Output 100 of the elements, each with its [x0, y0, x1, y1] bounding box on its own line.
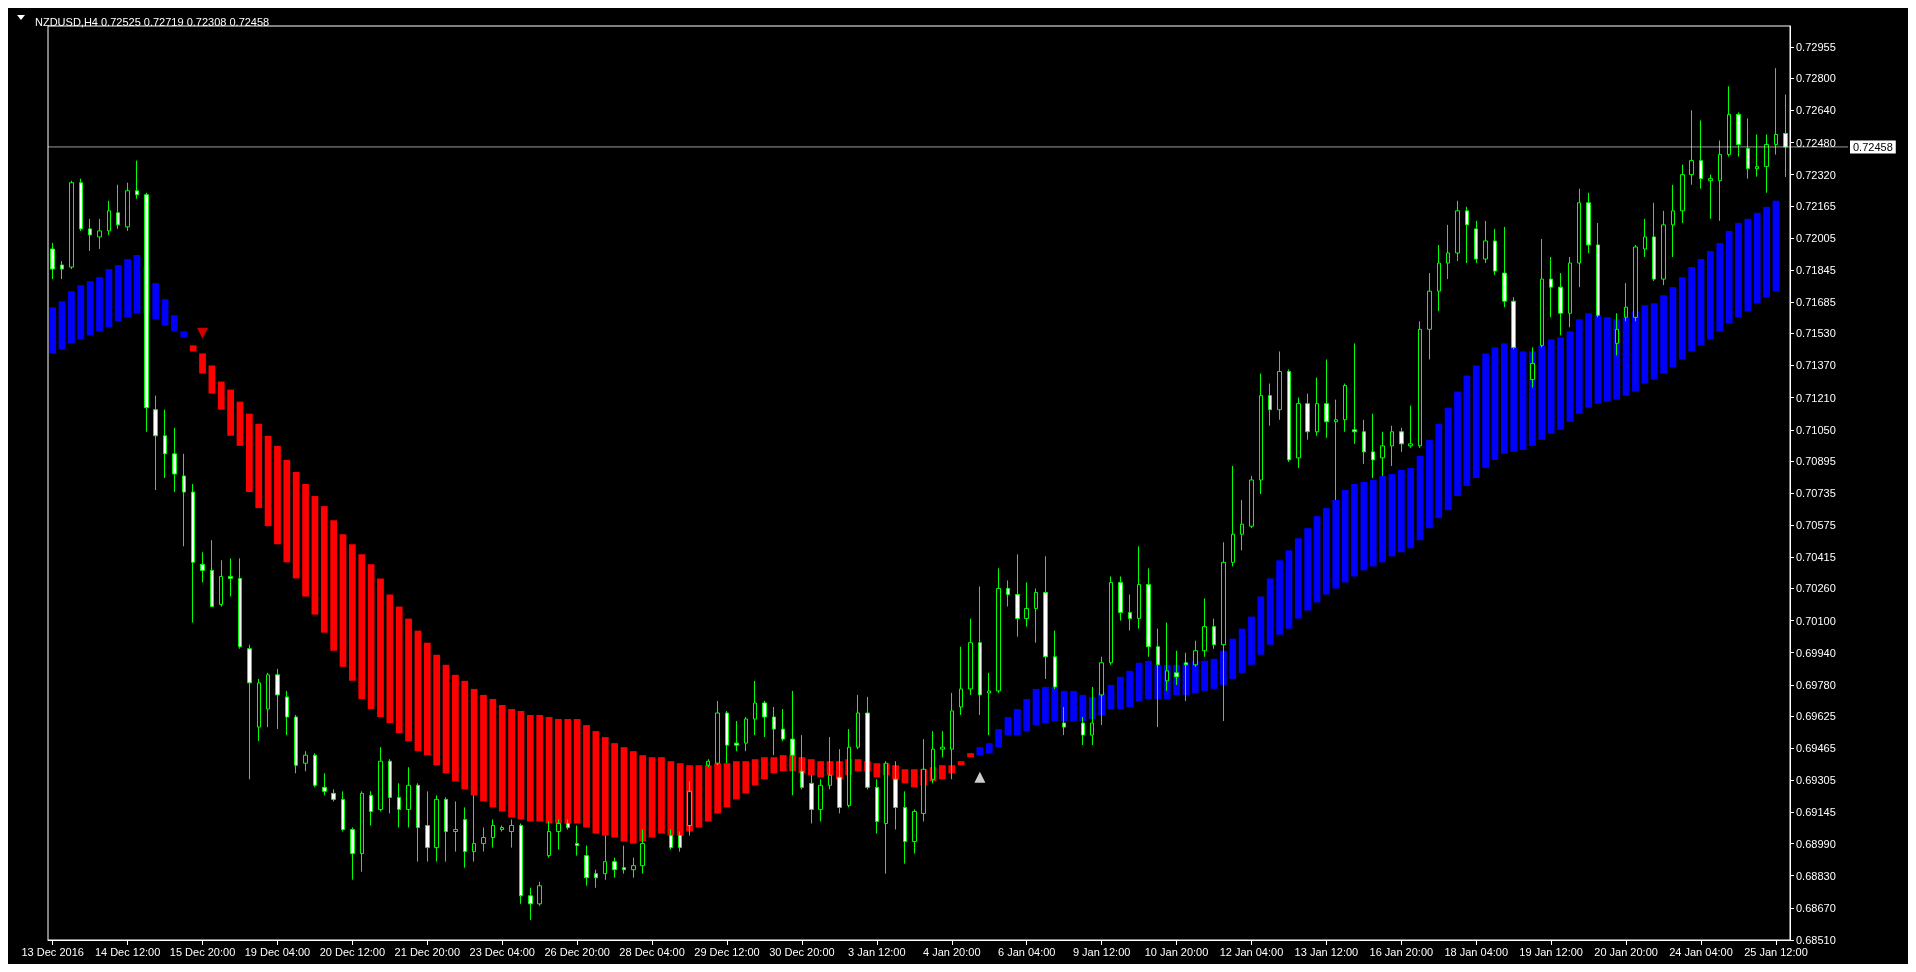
bar — [386, 594, 394, 724]
candlestick — [1746, 117, 1750, 180]
candlestick — [200, 551, 205, 583]
candlestick — [378, 746, 383, 812]
bar — [227, 389, 234, 436]
x-tick-label: 23 Dec 04:00 — [469, 945, 535, 958]
y-tick-label: 0.71845 — [1796, 264, 1836, 277]
x-tick-label: 25 Jan 12:00 — [1744, 945, 1808, 958]
bar — [1013, 708, 1021, 736]
candlestick — [1362, 419, 1366, 465]
bar — [1435, 423, 1443, 519]
bar — [957, 761, 965, 766]
candlestick — [1146, 567, 1151, 658]
bar — [995, 729, 1002, 748]
candlestick — [1006, 579, 1010, 608]
candlestick — [1427, 272, 1432, 360]
candlestick — [350, 827, 355, 881]
candlestick — [818, 778, 823, 822]
candlestick — [631, 857, 636, 879]
candlestick — [1568, 256, 1572, 328]
candlestick — [163, 409, 167, 479]
bar — [1707, 250, 1714, 340]
bar — [1688, 267, 1696, 352]
bar — [86, 281, 94, 336]
candlestick — [875, 778, 879, 835]
bar — [1126, 670, 1134, 707]
candlestick — [1371, 413, 1375, 479]
bar — [1426, 439, 1433, 529]
candlestick — [481, 827, 486, 853]
candlestick — [444, 796, 448, 863]
bar — [152, 283, 160, 320]
candlestick — [463, 806, 467, 869]
bar — [1735, 222, 1742, 318]
candlestick — [1024, 581, 1029, 628]
ref-line-label: 0.72458 — [1853, 140, 1893, 153]
candlestick — [1315, 377, 1319, 437]
candlestick — [678, 831, 682, 853]
y-tick-label: 0.71210 — [1796, 391, 1836, 404]
x-tick-label: 13 Jan 12:00 — [1294, 945, 1359, 958]
candlestick — [1643, 218, 1647, 258]
candlestick — [1043, 555, 1048, 680]
bar — [526, 715, 534, 822]
candlestick — [903, 790, 907, 865]
candlestick — [60, 260, 64, 280]
bar — [1042, 686, 1049, 724]
y-tick-label: 0.71530 — [1796, 327, 1836, 340]
candlestick — [556, 818, 561, 851]
bar — [358, 554, 366, 699]
bar — [555, 719, 562, 824]
bar — [807, 759, 815, 776]
candlestick — [1783, 94, 1788, 178]
candlestick — [1109, 575, 1113, 666]
bar — [583, 725, 590, 828]
bar — [1229, 638, 1237, 679]
candlestick — [1390, 425, 1394, 467]
candlestick — [453, 800, 458, 853]
bar — [189, 345, 197, 352]
y-tick-label: 0.70100 — [1796, 614, 1836, 627]
candlestick — [266, 672, 270, 728]
y-tick-label: 0.72005 — [1796, 231, 1836, 244]
candlestick — [1502, 226, 1507, 308]
bar — [217, 381, 225, 410]
candlestick — [303, 750, 308, 772]
y-tick-label: 0.69780 — [1796, 678, 1836, 691]
bar — [1510, 347, 1518, 452]
bar — [639, 755, 647, 842]
candlestick — [537, 881, 542, 907]
bar — [1070, 690, 1077, 722]
y-tick-label: 0.68510 — [1796, 934, 1836, 946]
candlestick — [509, 818, 514, 849]
candlestick — [434, 794, 439, 863]
candlestick — [1296, 397, 1301, 469]
candlestick — [725, 710, 729, 764]
candlestick — [97, 218, 102, 250]
candlestick — [1324, 358, 1329, 439]
y-tick-label: 0.69465 — [1796, 742, 1836, 755]
candlestick — [1212, 618, 1216, 650]
bar — [1276, 560, 1283, 635]
candlestick — [734, 720, 739, 752]
candlestick — [706, 758, 710, 768]
bar — [1313, 516, 1321, 603]
candlestick — [275, 668, 280, 730]
candlestick — [1455, 200, 1460, 262]
candlestick — [1465, 206, 1469, 264]
y-tick-label: 0.70575 — [1796, 519, 1836, 532]
candlestick — [247, 644, 252, 780]
bar — [629, 751, 637, 844]
candlestick — [528, 887, 533, 921]
candlestick — [781, 708, 785, 742]
candlestick — [603, 835, 607, 881]
bar — [676, 763, 684, 836]
candlestick — [219, 559, 223, 608]
candlestick — [1652, 202, 1656, 282]
candlestick — [1680, 164, 1685, 224]
candlestick — [50, 242, 55, 280]
candlestick — [519, 822, 523, 905]
candlestick — [397, 782, 401, 829]
candlestick — [622, 845, 626, 875]
candlestick — [153, 395, 158, 491]
y-tick-label: 0.71685 — [1796, 296, 1836, 309]
